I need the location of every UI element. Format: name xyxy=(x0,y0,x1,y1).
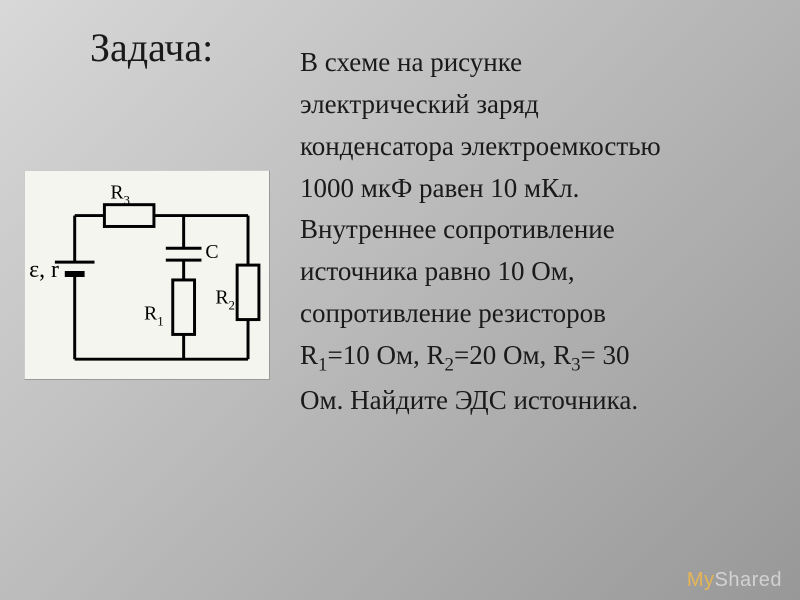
label-source: ε, r xyxy=(29,257,59,283)
r3-value: = 30 xyxy=(581,340,630,370)
problem-text: В схеме на рисунке электрический заряд к… xyxy=(300,42,770,421)
r2: R2=20 Ом, xyxy=(427,340,554,370)
r3-sub: 3 xyxy=(571,354,580,375)
r3: R3= 30 xyxy=(553,340,629,370)
text-line: В схеме на рисунке xyxy=(300,47,522,77)
r1: R1=10 Ом, xyxy=(300,340,427,370)
text-line: конденсатора электроемкостью xyxy=(300,131,661,161)
text-line: электрический заряд xyxy=(300,89,539,119)
r2-value: =20 Ом, xyxy=(454,340,553,370)
text-line: источника равно 10 Ом, xyxy=(300,256,575,286)
text-line: сопротивление резисторов xyxy=(300,298,606,328)
page-title: Задача: xyxy=(90,24,213,71)
r1-value: =10 Ом, xyxy=(327,340,426,370)
label-c: C xyxy=(205,241,218,263)
circuit-diagram: R3 C R2 R1 ε, r xyxy=(24,170,270,380)
text-line: 1000 мкФ равен 10 мКл. xyxy=(300,173,579,203)
r2-label: R xyxy=(427,340,445,370)
r1-label: R xyxy=(300,340,318,370)
watermark-my: My xyxy=(687,569,715,591)
text-line: Ом. Найдите ЭДС источника. xyxy=(300,385,638,415)
label-r1: R1 xyxy=(144,303,164,329)
watermark-shared: Shared xyxy=(715,569,783,591)
circuit-svg: R3 C R2 R1 ε, r xyxy=(25,171,269,379)
label-r2: R2 xyxy=(215,287,235,313)
r3-label: R xyxy=(553,340,571,370)
text-line: Внутреннее сопротивление xyxy=(300,214,615,244)
r2-sub: 2 xyxy=(445,354,454,375)
watermark: MyShared xyxy=(687,569,782,592)
